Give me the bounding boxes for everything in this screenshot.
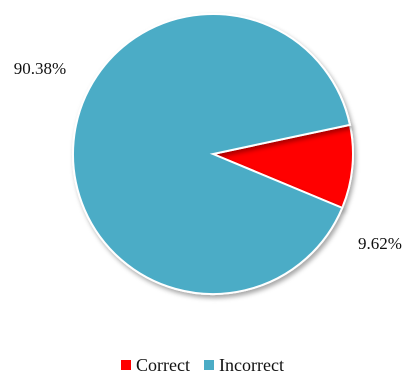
pie-slice-correct [209, 123, 354, 210]
slice-label-correct: 9.62% [358, 234, 402, 253]
legend-label-correct: Correct [136, 355, 191, 375]
pie-slices [72, 13, 354, 295]
pie-labels: 9.62% 90.38% [14, 59, 402, 253]
legend-swatch-incorrect [204, 360, 215, 370]
legend-item-incorrect: Incorrect [204, 356, 284, 374]
slice-label-incorrect: 90.38% [14, 59, 66, 78]
legend-item-correct: Correct [121, 356, 190, 374]
legend: Correct Incorrect [0, 356, 405, 374]
pie-slice-incorrect [72, 13, 352, 295]
legend-swatch-correct [121, 360, 132, 370]
legend-label-incorrect: Incorrect [219, 355, 284, 375]
